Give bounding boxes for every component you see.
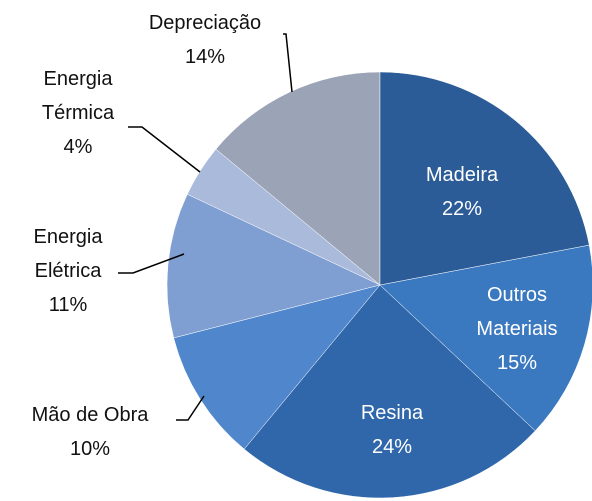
value-label: 14% xyxy=(184,46,226,68)
value-label: 10% xyxy=(69,438,111,460)
pie-slice xyxy=(215,71,381,286)
slice-label: Resina 24% xyxy=(327,396,457,464)
category-name: Energia Térmica xyxy=(41,68,115,124)
pie-slice xyxy=(243,284,536,499)
category-name: Mão de Obra xyxy=(31,404,149,426)
leader-lines xyxy=(118,33,293,421)
leader-line xyxy=(118,253,185,274)
value-label: 4% xyxy=(63,136,93,158)
category-name: Depreciação xyxy=(148,12,262,34)
pie-slice xyxy=(173,284,381,450)
value-label: 11% xyxy=(48,294,88,316)
slice-label: Outros Materiais 15% xyxy=(462,278,572,380)
slice-label: Energia Elétrica 11% xyxy=(13,220,123,322)
category-name: Outros Materiais xyxy=(476,284,558,340)
leader-line xyxy=(176,395,205,421)
value-label: 15% xyxy=(496,352,538,374)
leader-line xyxy=(283,33,293,93)
slice-label: Mão de Obra 10% xyxy=(5,398,175,466)
category-name: Madeira xyxy=(425,164,499,186)
pie-slice xyxy=(379,71,590,286)
value-label: 24% xyxy=(371,436,413,458)
category-name: Energia Elétrica xyxy=(33,226,103,282)
leader-line xyxy=(128,126,201,173)
slice-label: Madeira 22% xyxy=(397,158,527,226)
slice-label: Depreciação 14% xyxy=(125,6,285,74)
slice-label: Energia Térmica 4% xyxy=(23,62,133,164)
category-name: Resina xyxy=(360,402,424,424)
pie-slice xyxy=(166,193,381,339)
value-label: 22% xyxy=(441,198,483,220)
